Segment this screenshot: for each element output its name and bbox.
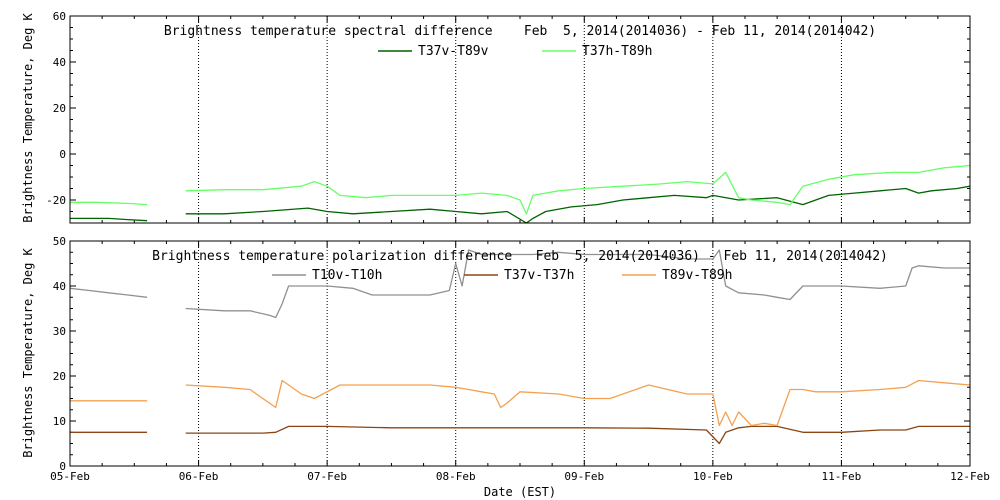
spectral-difference-panel: Brightness Temperature, Deg K -20 0 20 40 60…: [21, 10, 971, 224]
series-T37h-T89h-segment-1: [185, 164, 970, 215]
polarization-ytick-label: 30: [53, 325, 66, 338]
legend-label-T89v-T89h: T89v-T89h: [662, 268, 732, 283]
spectral-ytick-label: 20: [53, 102, 66, 115]
polarization-ytick-label: 50: [53, 235, 66, 248]
polarization-ytick-label: 40: [53, 280, 66, 293]
spectral-title: Brightness temperature spectral differen…: [164, 24, 876, 39]
xtick-label-09-Feb: 09-Feb: [564, 470, 604, 483]
spectral-ytick-label: 40: [53, 56, 66, 69]
polarization-plot-frame: [69, 240, 971, 467]
polarization-ytick-label: 0: [59, 460, 66, 473]
series-T37v-T89v-segment-1: [185, 185, 970, 223]
xtick-label-05-Feb: 05-Feb: [50, 470, 90, 483]
series-T37v-T37h-segment-1: [185, 425, 970, 445]
legend-label-T10v-T10h: T10v-T10h: [312, 268, 382, 283]
legend-label-T37h-T89h: T37h-T89h: [582, 44, 652, 59]
xtick-label-12-Feb: 12-Feb: [950, 470, 990, 483]
xtick-label-08-Feb: 08-Feb: [436, 470, 476, 483]
x-axis-label: Date (EST): [484, 485, 556, 499]
legend-label-T37v-T89v: T37v-T89v: [418, 44, 489, 59]
xtick-label-11-Feb: 11-Feb: [822, 470, 862, 483]
polarization-title: Brightness temperature polarization diff…: [152, 249, 888, 264]
xtick-label-10-Feb: 10-Feb: [693, 470, 733, 483]
spectral-ytick-label: -20: [46, 194, 66, 207]
series-T37v-T89v-segment-0: [70, 217, 148, 222]
xtick-label-06-Feb: 06-Feb: [179, 470, 219, 483]
legend-label-T37v-T37h: T37v-T37h: [504, 268, 574, 283]
polarization-ytick-label: 10: [53, 415, 66, 428]
series-T10v-T10h-segment-1: [185, 249, 970, 319]
xtick-label-07-Feb: 07-Feb: [307, 470, 347, 483]
series-T89v-T89h-segment-1: [185, 379, 970, 427]
polarization-ylabel: Brightness Temperature, Deg K: [21, 247, 35, 457]
polarization-difference-panel: Brightness Temperature, Deg K Date (EST)…: [21, 235, 990, 499]
spectral-plot-frame: [69, 15, 971, 224]
series-T37h-T89h-segment-0: [70, 201, 148, 206]
polarization-ytick-label: 20: [53, 370, 66, 383]
spectral-ytick-label: 0: [59, 148, 66, 161]
series-T10v-T10h-segment-0: [70, 287, 148, 298]
spectral-ylabel: Brightness Temperature, Deg K: [21, 12, 35, 222]
spectral-ytick-label: 60: [53, 10, 66, 23]
